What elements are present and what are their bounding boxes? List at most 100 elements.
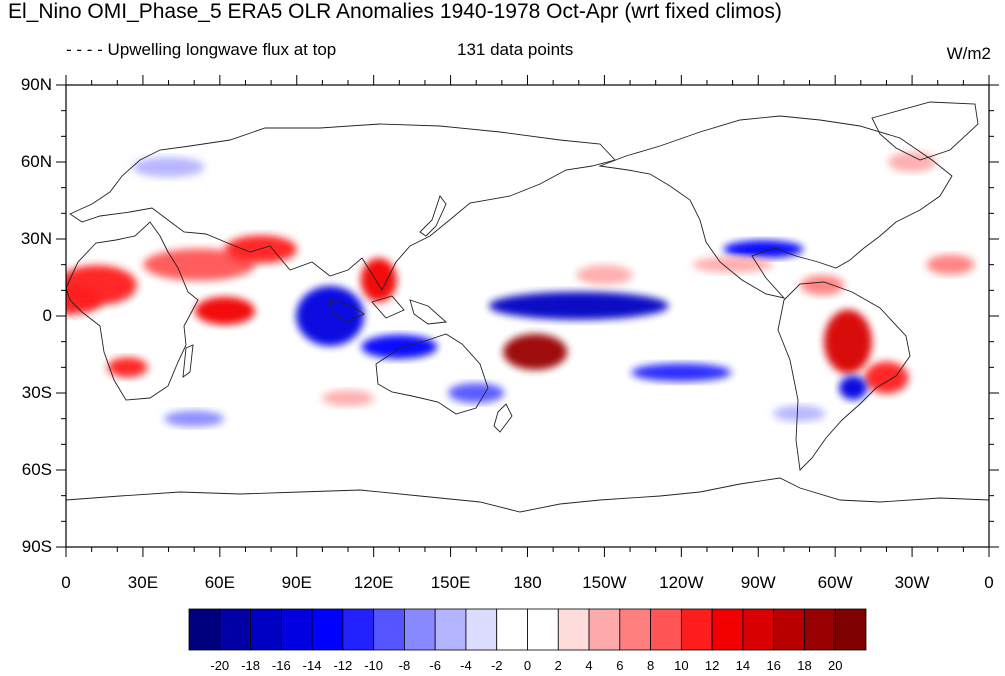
colorbar-label: -18	[241, 658, 260, 673]
coastline-south-america	[777, 281, 911, 471]
anomaly-maritime-continent-negative	[296, 286, 365, 346]
colorbar-label: 2	[554, 658, 562, 673]
coastline-new-zealand	[493, 403, 513, 433]
anomaly-subtropical-north-pacific-positive	[692, 256, 773, 273]
lon-tick-label: 0	[984, 573, 994, 592]
colorbar-label: -10	[364, 658, 384, 673]
lon-tick-label: 150W	[582, 573, 627, 592]
colorbar-box	[496, 608, 528, 651]
colorbar-label: -16	[271, 658, 291, 673]
colorbar-label: -6	[429, 658, 441, 673]
lon-tick-label: 90E	[281, 573, 312, 592]
coastline-antarctica	[66, 477, 989, 513]
lon-tick-label: 0	[61, 573, 71, 592]
colorbar-label: -12	[333, 658, 353, 673]
anomaly-india-north-positive	[224, 235, 297, 264]
colorbar-box	[711, 608, 744, 651]
colorbar-label: -8	[398, 658, 411, 673]
data-points-count: 131 data points	[457, 40, 574, 59]
anomaly-southeast-pacific-negative	[631, 363, 732, 382]
anomaly-south-pacific-east-negative	[773, 405, 826, 422]
colorbar-box	[773, 608, 805, 651]
lon-tick-label: 150E	[430, 573, 471, 592]
colorbar-label: 8	[646, 658, 655, 673]
colorbar-box	[680, 608, 713, 651]
colorbar-box	[219, 608, 251, 651]
coastline-japan	[419, 195, 447, 237]
lat-tick-label: 30N	[20, 229, 52, 248]
colorbar-label: 14	[735, 658, 751, 673]
coastline-australia	[375, 333, 489, 415]
colorbar-label: 6	[616, 658, 624, 673]
colorbar-box	[434, 608, 467, 651]
anomaly-south-africa-positive	[107, 357, 148, 378]
colorbar-box	[527, 608, 559, 651]
lat-tick-label: 60S	[21, 460, 52, 479]
lon-tick-label: 60W	[817, 573, 853, 592]
axis-ticks	[56, 75, 999, 557]
colorbar-box	[188, 608, 221, 651]
colorbar-box	[404, 608, 436, 651]
anomaly-southern-indian-ocean-negative	[164, 410, 225, 427]
anomaly-tasman-negative	[448, 383, 505, 403]
coastline-africa	[66, 221, 199, 401]
colorbar-label: 20	[827, 658, 843, 673]
anomaly-north-atlantic-positive	[926, 254, 975, 275]
colorbar-label: 16	[766, 658, 781, 673]
colorbar-box	[342, 608, 375, 651]
lat-tick-label: 90N	[20, 75, 52, 94]
colorbar-label: 18	[797, 658, 812, 673]
colorbar-label: 12	[704, 658, 720, 673]
colorbar-label: 0	[523, 658, 532, 673]
units-label: W/m2	[946, 44, 991, 63]
colorbar-box	[373, 608, 405, 651]
colorbar-box	[650, 608, 682, 651]
anomaly-philippines-positive	[360, 258, 397, 303]
colorbar-box	[588, 608, 621, 651]
anomaly-south-atlantic-positive	[864, 361, 909, 394]
colorbar-box	[311, 608, 344, 651]
lat-tick-label: 90S	[21, 537, 52, 556]
colorbar-box	[742, 608, 775, 651]
lat-tick-label: 30S	[21, 383, 52, 402]
coastline-greenland	[871, 101, 979, 161]
anomaly-africa-sahel-positive	[66, 265, 137, 306]
colorbar-box	[557, 608, 590, 651]
colorbar-box	[619, 608, 651, 651]
coastline-eurasia	[69, 123, 616, 291]
colorbar-label: -4	[460, 658, 472, 673]
colorbar-label: -20	[210, 658, 230, 673]
anomaly-south-pacific-positive	[503, 333, 568, 370]
colorbar	[188, 608, 867, 651]
colorbar-label: -2	[490, 658, 503, 673]
lon-tick-label: 120E	[353, 573, 394, 592]
anomaly-west-indian-ocean-positive	[194, 296, 255, 325]
colorbar-box	[465, 608, 498, 651]
anomaly-gulf-of-mexico-negative	[723, 240, 804, 259]
lon-tick-label: 90W	[740, 573, 776, 592]
anomaly-west-australia-positive	[322, 390, 375, 407]
anomaly-north-central-pacific-positive	[576, 264, 633, 285]
lat-tick-label: 60N	[20, 152, 52, 171]
coastline-maritime-continent	[329, 295, 448, 325]
anomaly-caribbean-positive	[800, 275, 845, 296]
plot-title: El_Nino OMI_Phase_5 ERA5 OLR Anomalies 1…	[8, 0, 782, 23]
lon-tick-label: 30W	[894, 573, 930, 592]
colorbar-label: 4	[585, 658, 593, 673]
colorbar-box	[250, 608, 282, 651]
coastline-madagascar	[182, 344, 194, 378]
colorbar-box	[804, 608, 836, 651]
colorbar-box	[834, 608, 867, 651]
lon-tick-label: 180	[513, 573, 542, 592]
anomaly-greenland-positive	[888, 152, 937, 172]
variable-description: - - - - Upwelling longwave flux at top	[66, 40, 337, 59]
lon-tick-label: 30E	[127, 573, 159, 592]
lon-tick-label: 120W	[659, 573, 704, 592]
lon-tick-label: 60E	[204, 573, 235, 592]
lat-tick-label: 0	[42, 306, 52, 325]
coastlines	[66, 101, 989, 513]
coastline-north-america	[598, 115, 953, 299]
colorbar-box	[280, 608, 313, 651]
colorbar-label: 10	[674, 658, 689, 673]
